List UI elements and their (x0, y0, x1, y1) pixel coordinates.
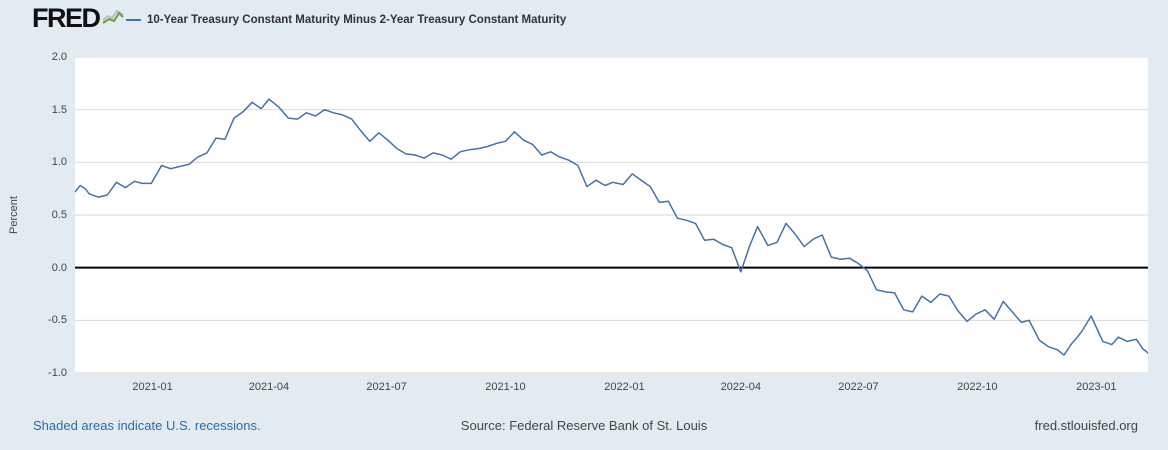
footer-site-link[interactable]: fred.stlouisfed.org (1034, 418, 1138, 433)
fred-logo-text: FRED (32, 3, 101, 33)
y-tick-label: -1.0 (48, 367, 67, 379)
x-tick-label: 2021-04 (248, 381, 290, 393)
x-tick-label: 2021-01 (132, 381, 173, 393)
x-tick-label: 2022-01 (604, 381, 645, 393)
plot-area[interactable] (75, 57, 1148, 373)
x-tick-label: 2022-04 (720, 381, 761, 393)
y-tick-label: 1.5 (51, 103, 67, 116)
footer-recession-link[interactable]: Shaded areas indicate U.S. recessions. (33, 418, 261, 433)
series-line (75, 98, 1148, 356)
y-tick-label: 0.5 (51, 209, 67, 221)
x-tick-label: 2021-10 (485, 381, 526, 393)
x-tick-label: 2021-07 (366, 381, 407, 393)
fred-logo[interactable]: FRED (32, 5, 124, 32)
chart-canvas (75, 57, 1148, 373)
y-tick-label: 0.0 (51, 261, 67, 274)
x-tick-label: 2022-10 (957, 381, 998, 393)
fred-logo-sparkline-icon (101, 7, 124, 30)
series-legend: 10-Year Treasury Constant Maturity Minus… (126, 14, 566, 26)
y-tick-label: -0.5 (48, 314, 67, 327)
y-tick-label: 1.0 (51, 156, 67, 169)
y-tick-label: 2.0 (51, 51, 67, 63)
x-tick-label: 2022-07 (838, 381, 879, 393)
x-tick-label: 2023-01 (1076, 381, 1117, 393)
legend-line-icon (126, 19, 141, 21)
legend-series-label: 10-Year Treasury Constant Maturity Minus… (147, 14, 567, 26)
